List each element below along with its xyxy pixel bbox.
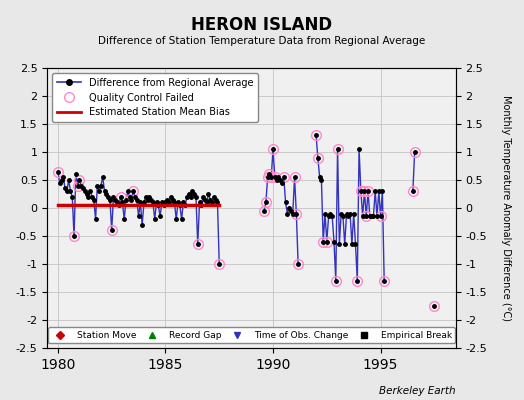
Text: Difference of Station Temperature Data from Regional Average: Difference of Station Temperature Data f… xyxy=(99,36,425,46)
Legend: Station Move, Record Gap, Time of Obs. Change, Empirical Break: Station Move, Record Gap, Time of Obs. C… xyxy=(48,327,455,344)
Y-axis label: Monthly Temperature Anomaly Difference (°C): Monthly Temperature Anomaly Difference (… xyxy=(501,95,511,321)
Text: Berkeley Earth: Berkeley Earth xyxy=(379,386,456,396)
Text: HERON ISLAND: HERON ISLAND xyxy=(191,16,333,34)
